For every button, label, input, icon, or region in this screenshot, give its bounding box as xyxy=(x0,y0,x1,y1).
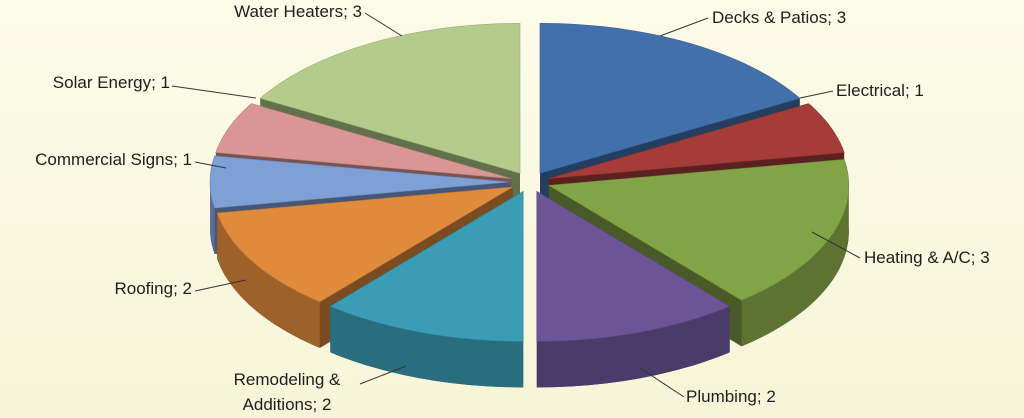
label-value: 2 xyxy=(766,387,776,406)
slice-top xyxy=(536,190,731,342)
leader-line xyxy=(811,231,861,259)
label-separator: ; xyxy=(756,387,767,406)
slice-top xyxy=(216,186,513,303)
data-label: Commercial Signs; 1 xyxy=(35,147,192,172)
slice-top xyxy=(259,22,521,174)
leader-line xyxy=(359,365,407,385)
label-separator: ; xyxy=(343,2,353,21)
label-separator: ; xyxy=(173,150,183,169)
label-separator: ; xyxy=(151,73,161,92)
slice-top xyxy=(329,190,524,342)
data-label: Decks & Patios; 3 xyxy=(712,5,846,30)
label-separator: ; xyxy=(970,248,981,267)
label-category: Remodeling & Additions xyxy=(233,370,341,414)
leader-line xyxy=(194,161,227,169)
label-category: Decks & Patios xyxy=(712,8,828,27)
slice-top xyxy=(548,103,845,179)
leader-line xyxy=(194,279,247,292)
data-label: Solar Energy; 1 xyxy=(53,70,170,95)
label-category: Plumbing xyxy=(686,387,757,406)
label-category: Roofing xyxy=(114,279,174,298)
leader-line xyxy=(364,12,403,37)
leader-line xyxy=(659,17,709,37)
data-label: Heating & A/C; 3 xyxy=(864,245,990,270)
data-label: Plumbing; 2 xyxy=(686,384,776,409)
label-value: 3 xyxy=(980,248,990,267)
leader-line xyxy=(171,85,257,99)
label-category: Commercial Signs xyxy=(35,150,174,169)
label-category: Water Heaters xyxy=(234,2,344,21)
slice-top xyxy=(215,103,512,179)
label-separator: ; xyxy=(904,81,915,100)
leader-line xyxy=(799,90,834,99)
label-value: 1 xyxy=(914,81,924,100)
slice xyxy=(536,190,731,388)
slice xyxy=(329,190,524,388)
label-value: 1 xyxy=(160,73,170,92)
data-label: Electrical; 1 xyxy=(836,78,924,103)
slice-side xyxy=(217,213,320,348)
slice-top xyxy=(547,159,850,301)
label-value: 1 xyxy=(182,150,192,169)
leader-line xyxy=(639,367,685,398)
label-category: Solar Energy xyxy=(52,73,152,92)
slice-top xyxy=(209,155,511,209)
label-value: 2 xyxy=(321,395,332,414)
label-separator: ; xyxy=(827,8,837,27)
label-separator: ; xyxy=(173,279,183,298)
data-label: Remodeling & Additions; 2 xyxy=(212,367,362,417)
label-separator: ; xyxy=(312,395,322,414)
slice-side xyxy=(330,306,524,388)
slice-side xyxy=(536,306,730,388)
slice-side xyxy=(741,185,849,347)
label-value: 3 xyxy=(352,2,362,21)
data-label: Roofing; 2 xyxy=(114,276,192,301)
label-category: Electrical xyxy=(836,81,905,100)
label-value: 2 xyxy=(182,279,192,298)
slice-side xyxy=(210,182,215,254)
label-category: Heating & A/C xyxy=(864,248,971,267)
data-label: Water Heaters; 3 xyxy=(234,0,362,24)
label-value: 3 xyxy=(836,8,847,27)
slice-top xyxy=(539,22,801,174)
